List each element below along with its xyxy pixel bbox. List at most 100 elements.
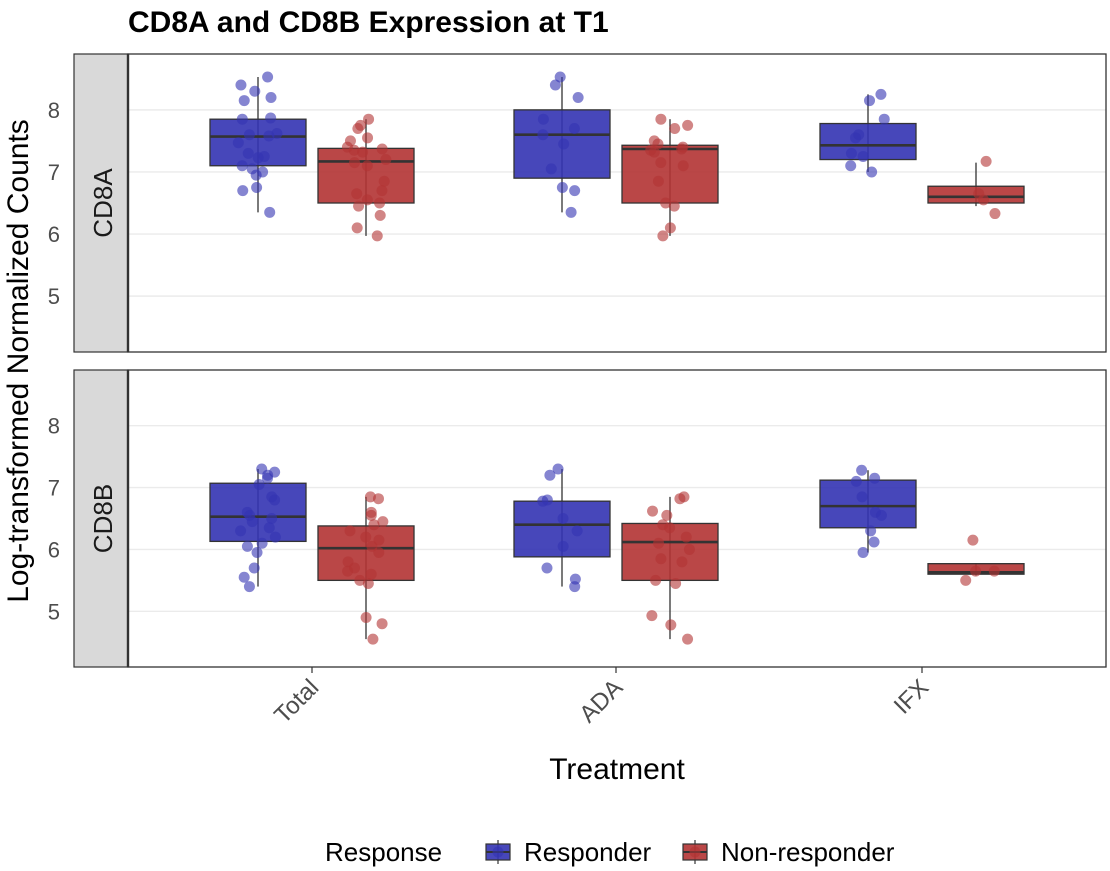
box-group-ifx-responder (819, 464, 917, 559)
data-point (264, 206, 276, 218)
data-point (556, 181, 568, 193)
data-point (376, 618, 388, 630)
data-point (668, 200, 680, 212)
data-point (857, 547, 869, 559)
data-point (856, 464, 868, 476)
data-point (266, 513, 278, 524)
data-point (869, 472, 881, 484)
data-point (868, 536, 880, 548)
data-point (557, 540, 569, 552)
data-point (537, 495, 549, 507)
strip-label-cd8b: CD8B (88, 484, 118, 553)
legend-point (492, 846, 504, 858)
data-point (557, 513, 569, 524)
x-axis-label: Treatment (549, 753, 685, 786)
data-point (348, 144, 360, 156)
data-point (342, 565, 354, 577)
y-tick-label: 8 (48, 414, 60, 439)
data-point (989, 208, 1001, 220)
data-point (242, 147, 254, 159)
data-point (683, 543, 695, 555)
box-group-ifx-responder (819, 88, 917, 178)
data-point (235, 79, 247, 91)
data-point (362, 132, 374, 144)
data-point (352, 123, 364, 134)
data-point (363, 113, 375, 125)
data-point (571, 525, 583, 537)
data-point (676, 143, 688, 155)
data-point (661, 509, 673, 521)
data-point (235, 525, 247, 537)
legend-key-responder (485, 840, 511, 864)
data-point (545, 163, 557, 175)
legend: Response Responder Non-responder (325, 837, 895, 867)
box (317, 147, 415, 204)
data-point (238, 95, 250, 107)
data-point (857, 150, 869, 162)
box-group-ada-responder (513, 71, 611, 218)
data-point (253, 478, 265, 490)
box (621, 144, 719, 204)
data-point (845, 160, 857, 172)
data-point (263, 522, 275, 534)
data-point (664, 522, 676, 534)
data-point (351, 188, 363, 200)
data-point (246, 516, 258, 528)
data-point (351, 222, 363, 234)
strip-label-cd8a: CD8A (88, 168, 118, 238)
legend-label-non-responder: Non-responder (721, 837, 895, 867)
data-point (367, 633, 379, 645)
box-group-total-non-responder (317, 113, 415, 242)
data-point (660, 197, 672, 209)
data-point (864, 95, 876, 107)
data-point (655, 157, 667, 169)
data-point (569, 581, 581, 593)
box-group-ifx-non-responder (927, 155, 1025, 220)
data-point (354, 574, 366, 586)
box-group-ifx-non-responder (927, 534, 1025, 586)
data-point (262, 71, 274, 83)
data-point (647, 505, 659, 517)
data-point (655, 113, 667, 125)
data-point (251, 547, 263, 559)
data-point (378, 175, 390, 187)
panel-border (127, 53, 1107, 353)
data-point (650, 574, 662, 586)
data-point (850, 475, 862, 487)
data-point (353, 200, 365, 212)
data-point (377, 516, 389, 528)
data-point (653, 537, 665, 549)
data-point (865, 525, 877, 537)
data-point (374, 209, 386, 221)
data-point (878, 113, 890, 125)
data-point (373, 547, 385, 559)
box-group-ada-non-responder (621, 491, 719, 645)
data-point (657, 230, 669, 242)
data-point (243, 581, 255, 593)
data-point (676, 556, 688, 568)
data-point (361, 160, 373, 172)
chart-title: CD8A and CD8B Expression at T1 (128, 6, 609, 39)
strip-background (73, 369, 129, 668)
y-tick-label: 7 (48, 476, 60, 501)
data-point (380, 154, 392, 166)
data-point (967, 534, 979, 546)
box-group-total-non-responder (317, 491, 415, 645)
data-point (960, 574, 972, 586)
data-point (980, 155, 992, 167)
data-point (655, 553, 667, 565)
data-point (372, 493, 384, 505)
data-point (664, 222, 676, 234)
data-point (357, 146, 369, 158)
data-point (682, 119, 694, 131)
legend-point (689, 846, 701, 858)
panel-cd8a: 5 6 7 8 CD8A (48, 53, 1107, 353)
panel-cd8b: 5 6 7 8 CD8B (48, 369, 1107, 668)
y-tick-label: 8 (48, 98, 60, 123)
data-point (648, 146, 660, 158)
box-group-total-responder (209, 463, 307, 593)
data-point (970, 565, 982, 577)
y-tick-label: 6 (48, 222, 60, 247)
